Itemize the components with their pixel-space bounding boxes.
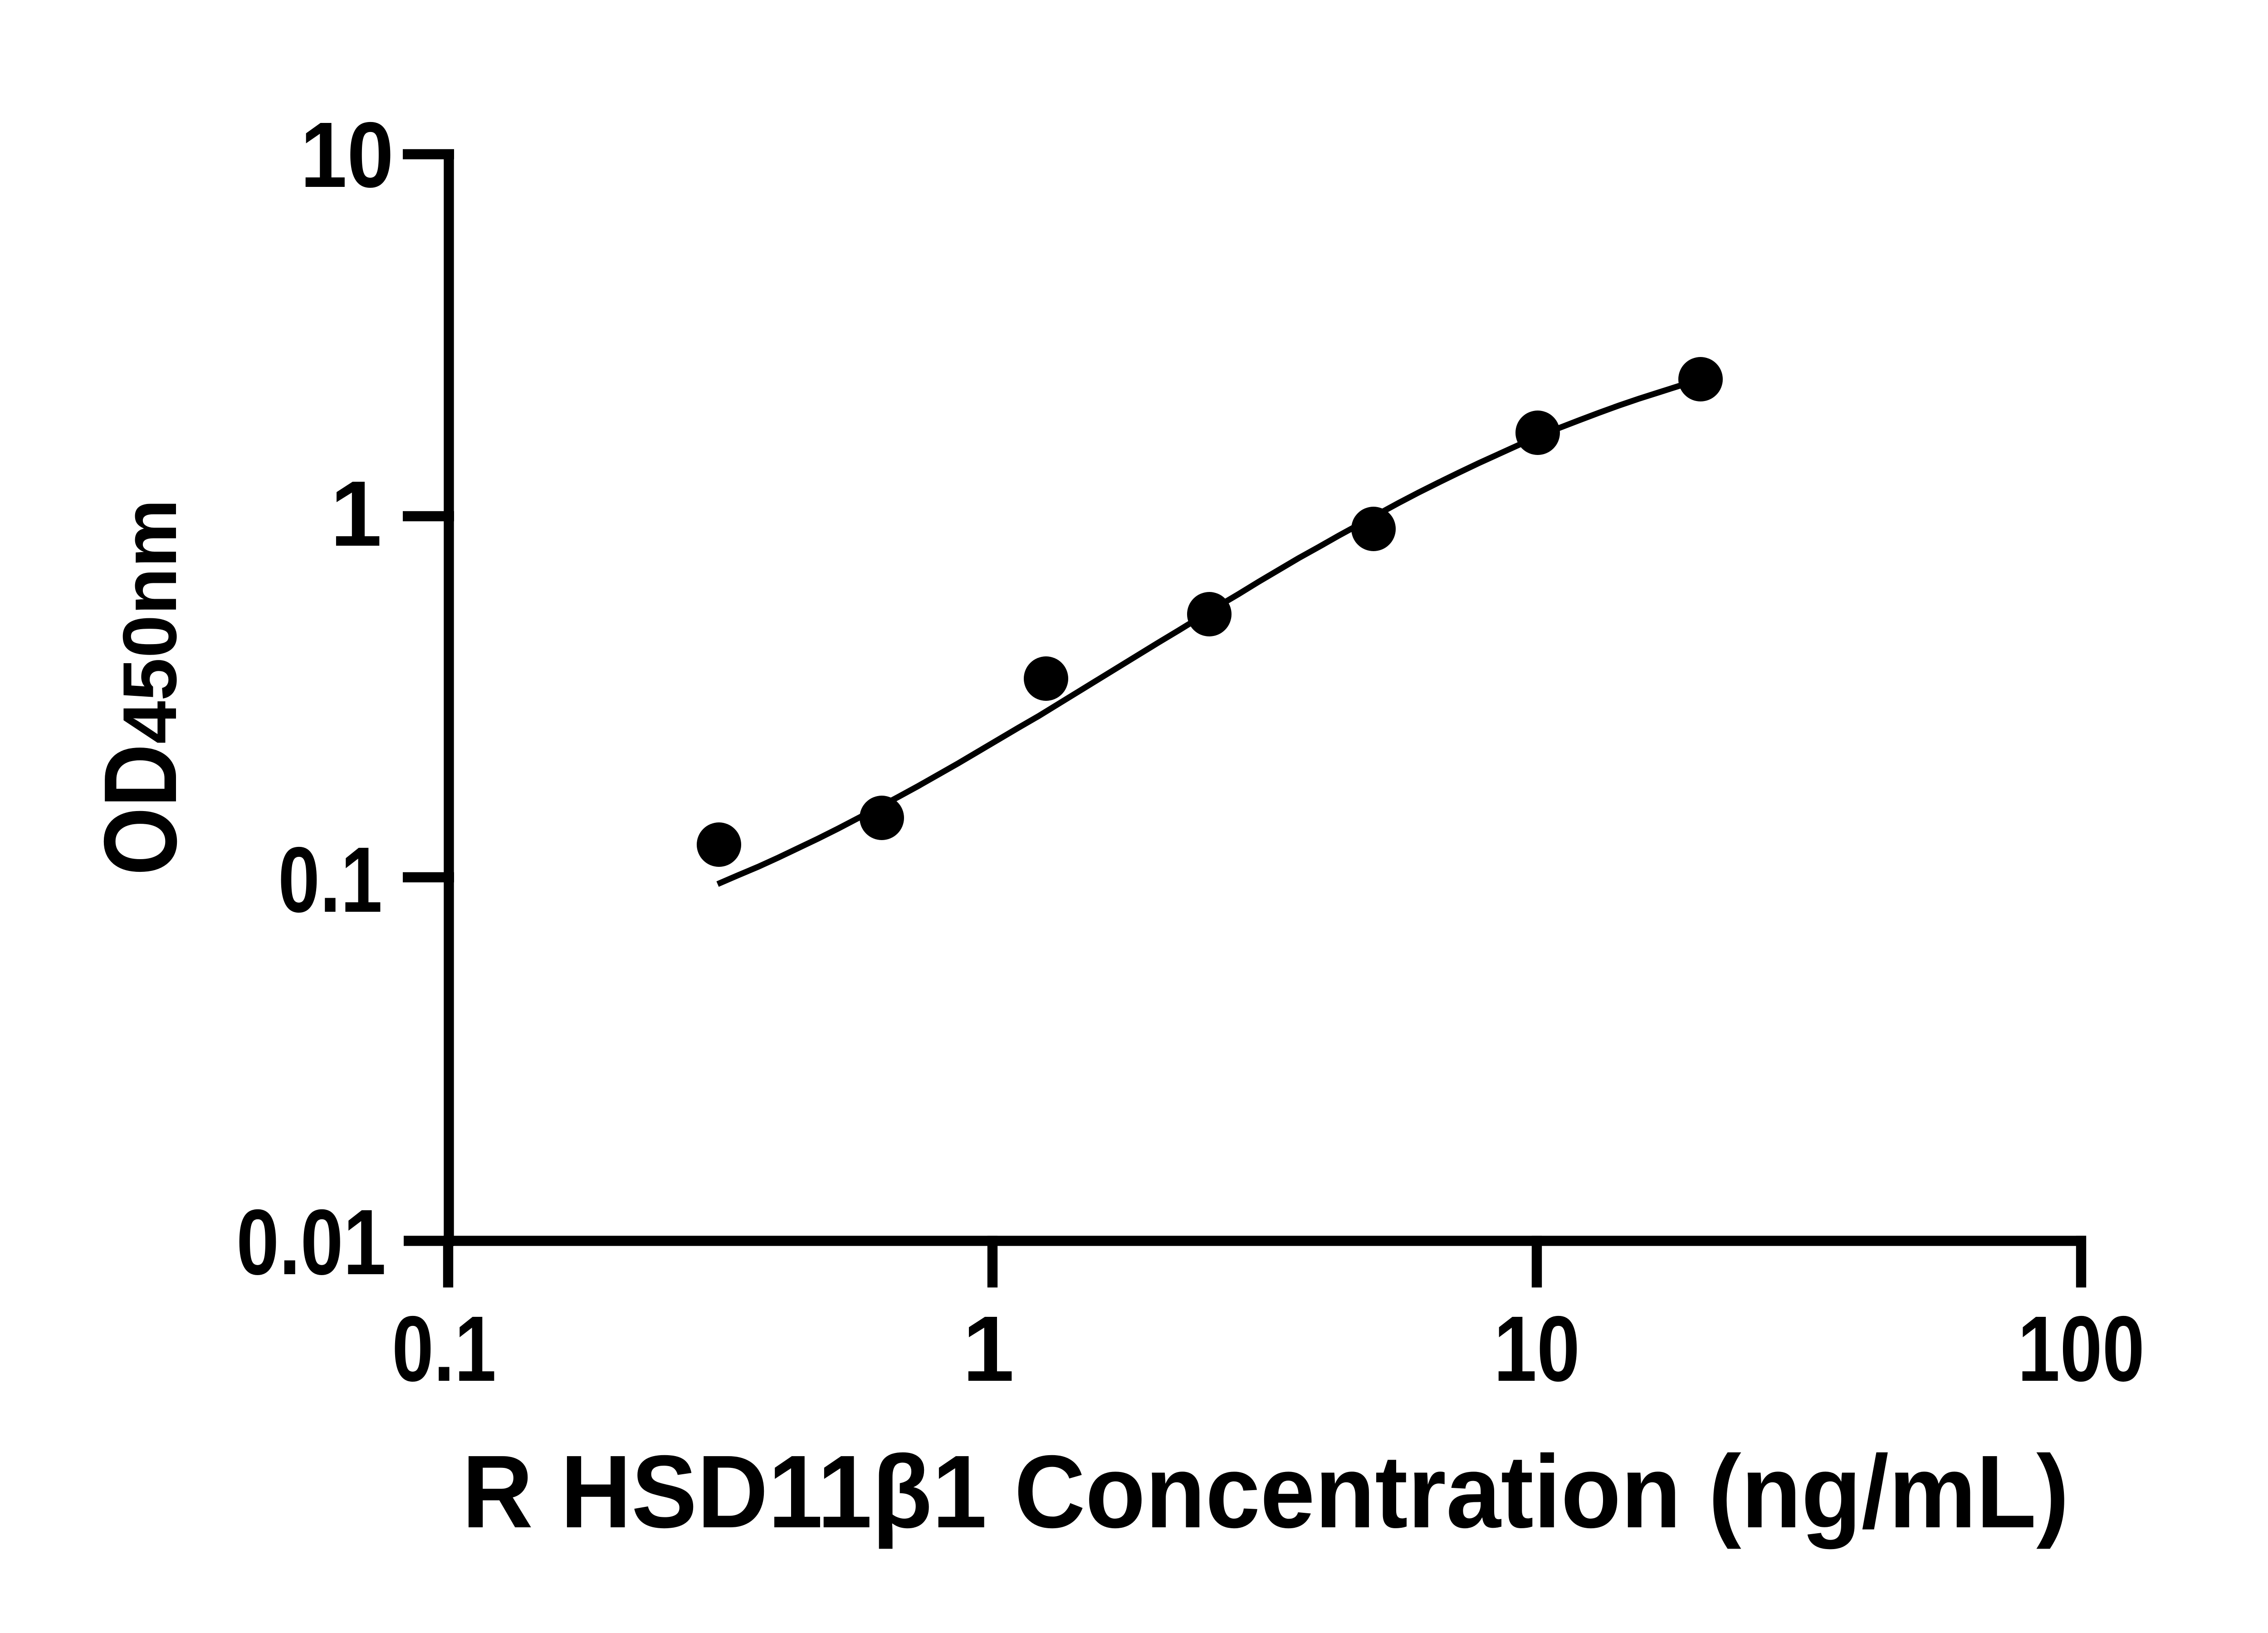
svg-text:100: 100 (2018, 1297, 2145, 1401)
svg-text:10: 10 (1494, 1297, 1580, 1401)
svg-text:OD: OD (83, 744, 198, 875)
svg-text:1: 1 (963, 1297, 1014, 1401)
svg-text:0.1: 0.1 (278, 828, 382, 932)
svg-text:R HSD11β1 Concentration (ng/mL: R HSD11β1 Concentration (ng/mL) (462, 1434, 2069, 1550)
svg-text:0.1: 0.1 (392, 1297, 496, 1401)
svg-text:1: 1 (330, 462, 382, 566)
svg-text:450nm: 450nm (107, 499, 192, 744)
svg-text:10: 10 (300, 103, 394, 207)
svg-text:0.01: 0.01 (236, 1190, 386, 1294)
